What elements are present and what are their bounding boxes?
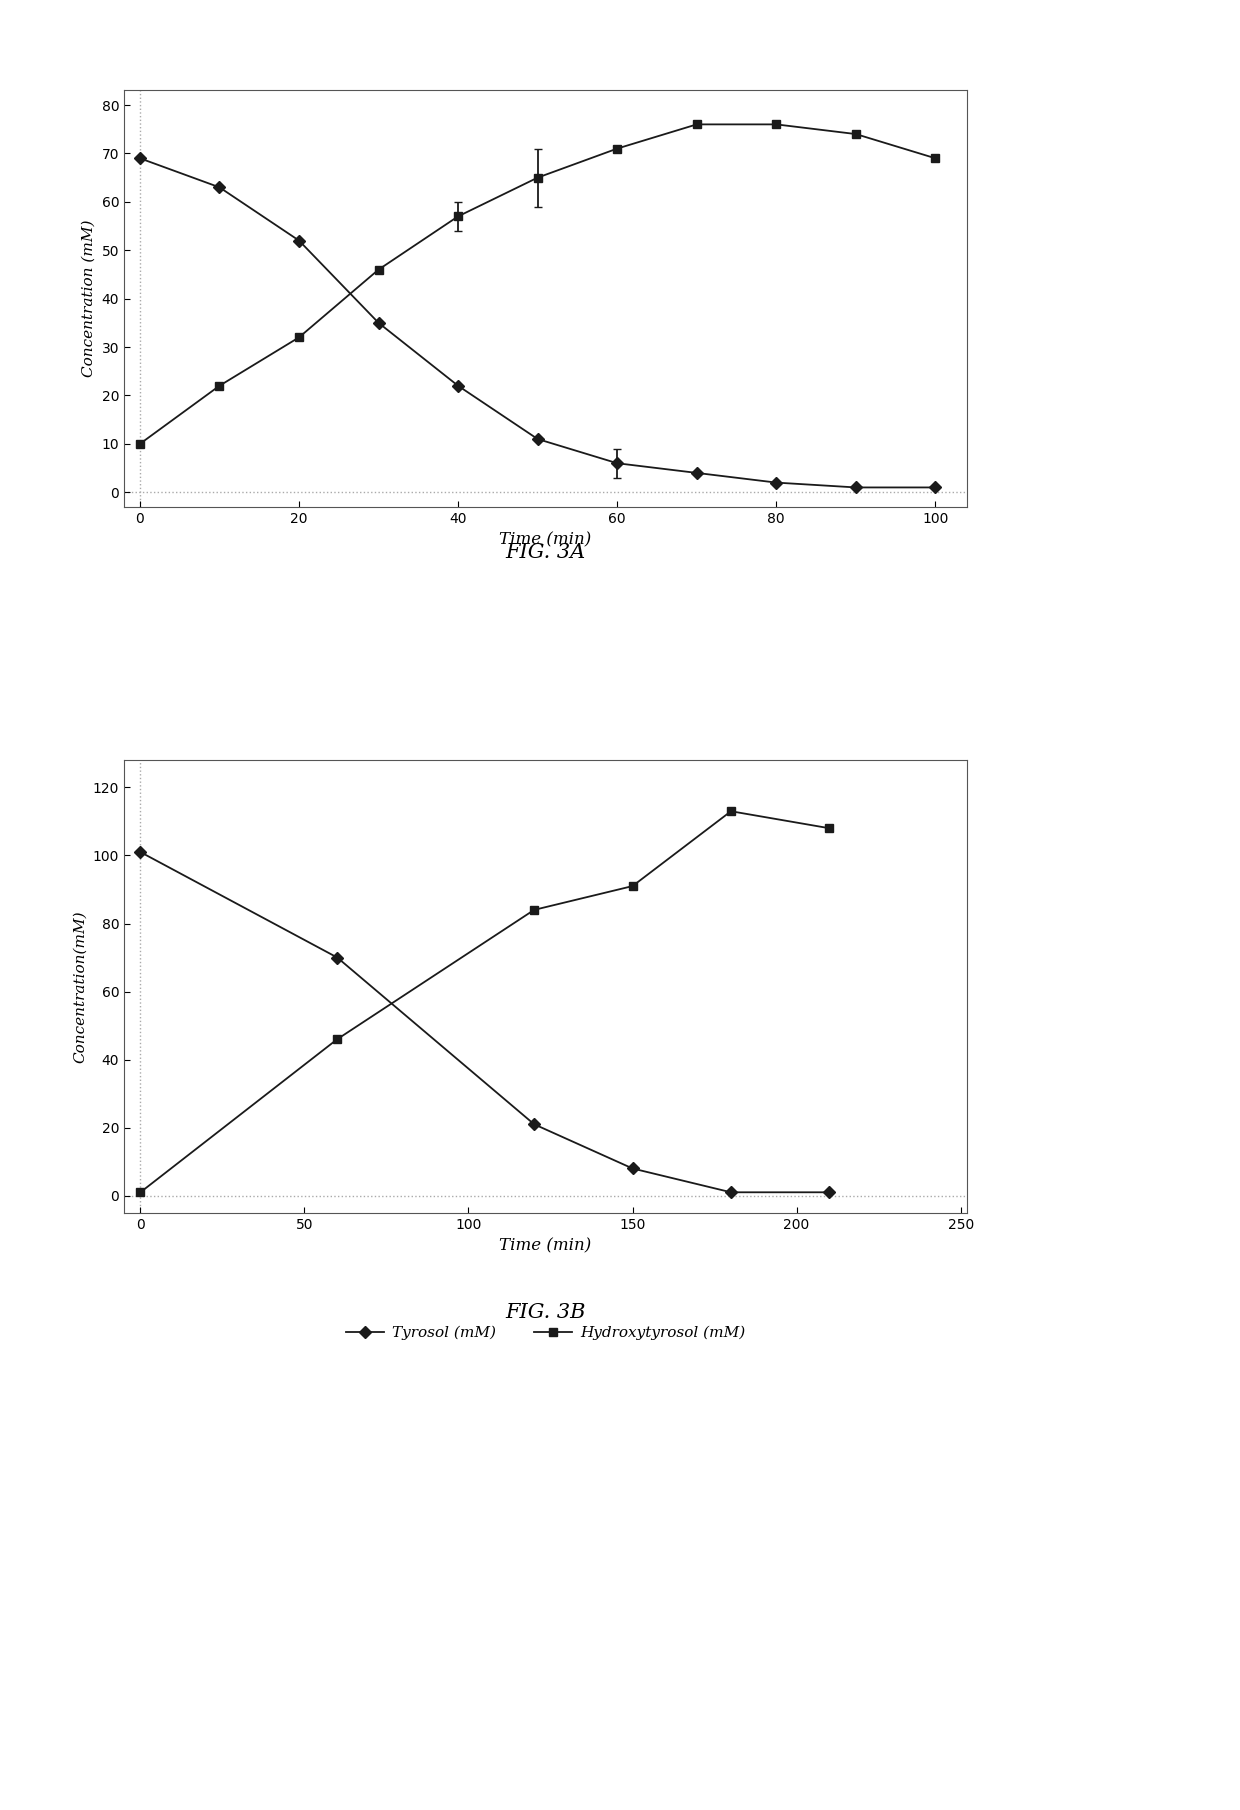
Hydroxytyrosol (mM)	[330, 1028, 345, 1050]
X-axis label: Time (min): Time (min)	[500, 530, 591, 548]
Tyrosol (mM)	[527, 1113, 542, 1135]
Hydroxytyrosol (mM)	[625, 876, 640, 898]
Line: Hydroxytyrosol (mM): Hydroxytyrosol (mM)	[136, 807, 833, 1196]
X-axis label: Time (min): Time (min)	[500, 1236, 591, 1254]
Tyrosol (mM)	[822, 1182, 837, 1204]
Tyrosol (mM)	[133, 842, 148, 863]
Text: FIG. 3A: FIG. 3A	[506, 543, 585, 561]
Y-axis label: Concentration (mM): Concentration (mM)	[82, 219, 95, 378]
Tyrosol (mM)	[723, 1182, 738, 1204]
Hydroxytyrosol (mM)	[822, 818, 837, 840]
Legend: Tyrosol (mM), Hydroxytyrosol (mM): Tyrosol (mM), Hydroxytyrosol (mM)	[340, 1319, 751, 1347]
Hydroxytyrosol (mM)	[133, 1182, 148, 1204]
Tyrosol (mM)	[330, 947, 345, 968]
Y-axis label: Concentration(mM): Concentration(mM)	[73, 910, 87, 1062]
Hydroxytyrosol (mM)	[723, 800, 738, 822]
Hydroxytyrosol (mM)	[527, 900, 542, 921]
Line: Tyrosol (mM): Tyrosol (mM)	[136, 847, 833, 1196]
Text: FIG. 3B: FIG. 3B	[506, 1303, 585, 1321]
Tyrosol (mM)	[625, 1158, 640, 1180]
